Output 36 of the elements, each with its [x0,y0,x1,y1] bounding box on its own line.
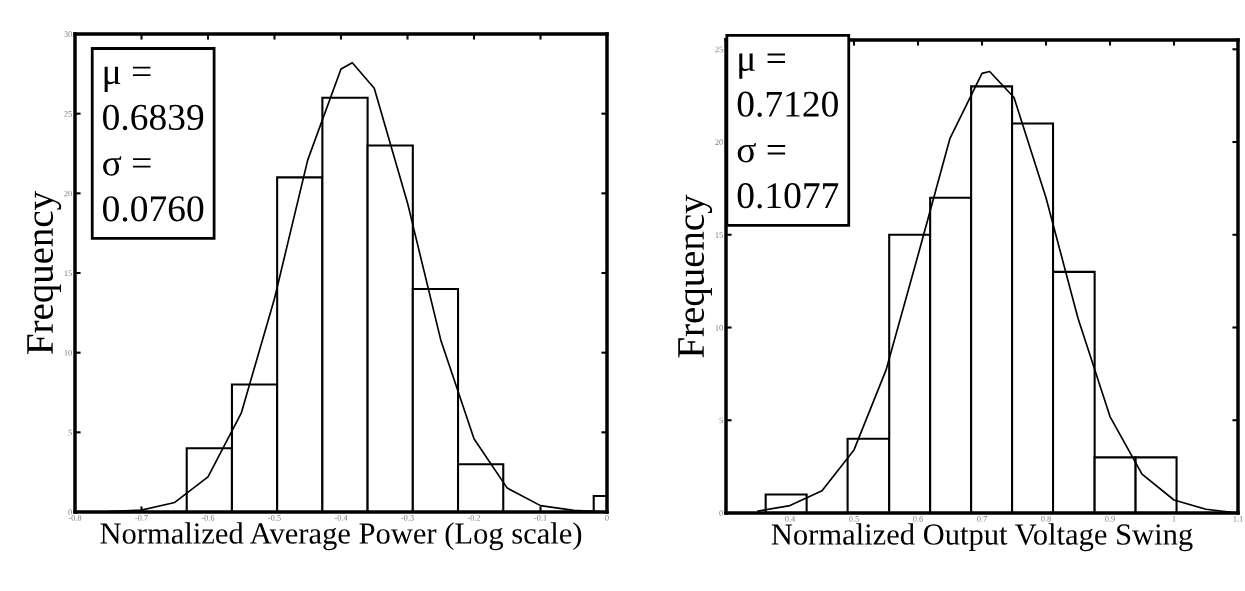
x-tick-label: -0.6 [201,515,215,521]
x-tick-label: 0.8 [1041,516,1051,522]
y-tick-label: 20 [64,190,72,197]
y-tick-label: 10 [715,324,723,331]
x-axis-title: Normalized Average Power (Log scale) [100,522,582,551]
x-tick-label: -0.3 [401,515,414,521]
x-tick-label: -0.2 [467,515,481,521]
x-tick-label: 0 [605,515,609,521]
y-axis-title: Frequency [678,194,713,358]
y-axis-title: Frequency [27,191,62,354]
y-tick-label: 5 [68,429,72,436]
x-tick-label: 0.5 [849,516,859,522]
x-tick-label: 1 [1172,516,1176,522]
annotation: μ = 0.7120 σ = 0.1077 [737,53,839,209]
y-tick-label: 30 [64,31,72,37]
x-axis-title: Normalized Output Voltage Swing [771,523,1193,552]
x-tick-label: -0.1 [534,515,547,521]
x-tick-label: -0.7 [135,515,148,521]
annotation: μ = 0.6839 σ = 0.0760 [103,66,204,222]
y-tick-label: 0 [68,509,72,515]
y-tick-label: 25 [715,46,723,53]
y-tick-label: 10 [64,350,72,356]
x-tick-label: -0.4 [334,515,348,521]
y-tick-label: 0 [719,510,723,516]
x-tick-label: 0.9 [1105,516,1115,522]
x-tick-label: 0.6 [913,516,923,522]
x-tick-label: -0.5 [268,515,281,521]
x-tick-label: 0.4 [785,516,796,522]
y-tick-label: 25 [64,111,72,117]
x-tick-label: 1.1 [1233,516,1243,522]
y-tick-label: 20 [715,139,723,145]
y-tick-label: 5 [719,417,723,424]
y-tick-label: 15 [715,232,723,238]
x-tick-label: -0.8 [68,515,82,521]
x-tick-label: 0.7 [977,516,987,522]
y-tick-label: 15 [64,270,72,276]
